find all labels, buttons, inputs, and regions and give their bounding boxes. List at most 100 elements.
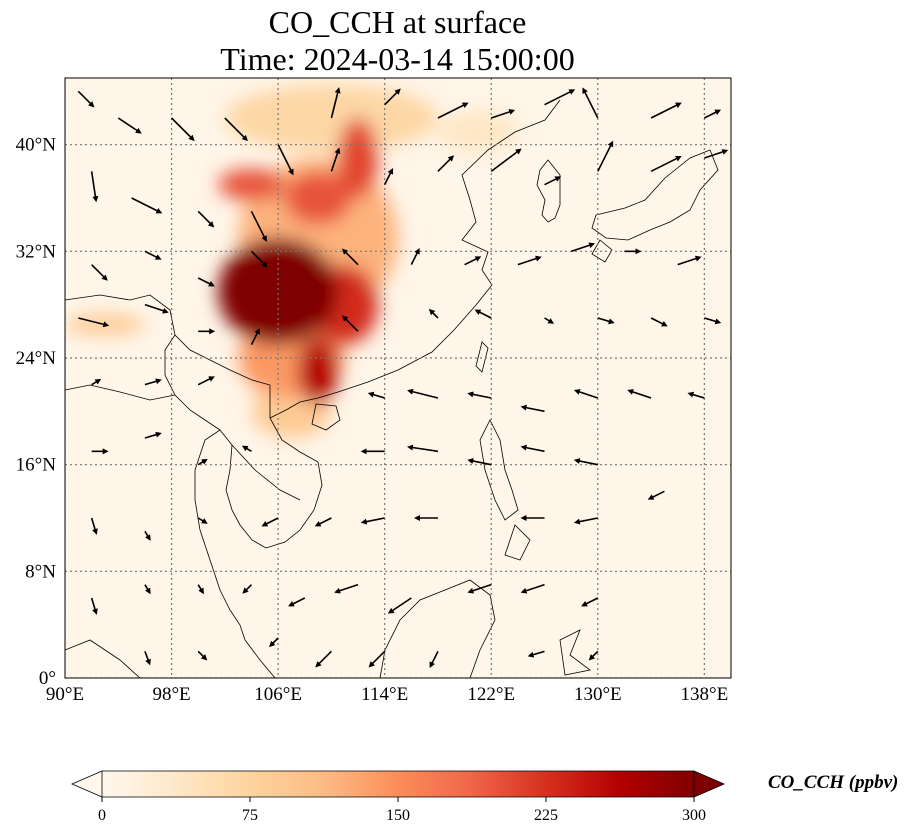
wind-arrow (467, 391, 492, 399)
wind-arrow (490, 148, 522, 172)
wind-arrow (334, 583, 359, 594)
wind-arrow (144, 530, 151, 541)
colorbar-tick-label: 300 (682, 807, 706, 824)
wind-arrow (570, 242, 596, 253)
wind-arrow (90, 171, 99, 203)
wind-arrow (687, 391, 705, 399)
lat-tick-label: 16°N (16, 455, 57, 476)
lat-tick-label: 8°N (25, 561, 56, 582)
wind-arrow (90, 597, 98, 615)
colorbar-tick-label: 150 (386, 807, 410, 824)
longitude-tick-labels: 90°E 98°E 106°E 114°E 122°E 130°E 138°E (46, 684, 728, 705)
colorbar-label: CO_CCH (ppbv) (768, 772, 898, 793)
wind-arrow (144, 584, 151, 595)
wind-arrow (277, 144, 294, 176)
wind-arrow (383, 167, 394, 186)
wind-arrow (573, 458, 598, 466)
wind-arrow (704, 109, 722, 119)
wind-arrow (170, 117, 195, 142)
concentration-blob (224, 84, 438, 152)
wind-arrow (268, 637, 279, 648)
map-title-line2: Time: 2024-03-14 15:00:00 (220, 41, 575, 77)
map-title-line1: CO_CCH at surface (268, 4, 527, 40)
wind-arrow (437, 155, 455, 172)
wind-arrow (360, 517, 385, 525)
wind-arrow (517, 255, 542, 266)
wind-arrow (588, 650, 599, 661)
wind-arrow (315, 650, 332, 668)
colorbar-tick-label: 0 (98, 807, 106, 824)
wind-arrow (367, 391, 385, 399)
wind-arrow (677, 255, 702, 266)
wind-arrow (197, 277, 215, 287)
wind-arrow (78, 317, 110, 328)
colorbar-ticks: 0 75 150 225 300 (98, 797, 706, 824)
wind-arrow (341, 315, 359, 332)
lon-tick-label: 90°E (46, 684, 84, 705)
wind-arrow (520, 404, 545, 413)
wind-arrow (250, 327, 260, 346)
concentration-blob (437, 111, 518, 152)
wind-arrow (197, 210, 215, 228)
wind-arrow (650, 102, 682, 119)
lat-tick-label: 24°N (16, 348, 57, 369)
colorbar-extend-low (70, 770, 103, 798)
wind-arrow (490, 109, 516, 119)
wind-arrow (91, 264, 108, 281)
concentration-blob (218, 238, 339, 345)
wind-arrow (117, 117, 142, 134)
wind-arrow (704, 149, 729, 159)
lon-tick-label: 106°E (254, 684, 302, 705)
wind-arrow (250, 250, 268, 268)
wind-arrow (428, 308, 439, 319)
wind-arrow (597, 140, 614, 172)
wind-arrow (407, 388, 439, 399)
wind-arrow (467, 583, 492, 594)
wind-arrow (197, 584, 204, 595)
wind-arrow (474, 309, 492, 319)
lon-tick-label: 122°E (467, 684, 515, 705)
wind-arrow (464, 256, 482, 266)
wind-arrow (241, 445, 252, 453)
wind-arrow (384, 88, 401, 106)
wind-arrow (330, 147, 341, 172)
wind-arrow (544, 176, 562, 186)
wind-arrow (527, 650, 545, 658)
lon-tick-label: 114°E (361, 684, 408, 705)
wind-arrow (650, 317, 668, 327)
colorbar: 0 75 150 225 300 CO_CCH (ppbv) (70, 770, 898, 824)
wind-arrow (627, 389, 652, 399)
wind-arrow (197, 517, 208, 524)
wind-arrow (573, 389, 599, 399)
lon-tick-label: 138°E (681, 684, 729, 705)
wind-arrow (261, 517, 279, 527)
wind-arrow (144, 651, 151, 666)
lat-tick-label: 40°N (16, 135, 57, 156)
wind-arrow (437, 102, 469, 119)
lat-tick-label: 32°N (16, 241, 57, 262)
concentration-blob (338, 118, 379, 198)
concentration-blob (298, 338, 339, 405)
lon-tick-label: 98°E (152, 684, 190, 705)
wind-arrow (250, 210, 267, 243)
wind-arrow (330, 87, 341, 119)
wind-arrow (544, 89, 576, 106)
wind-arrow (406, 444, 439, 453)
coastlines-borders (65, 99, 719, 678)
map-frame (64, 77, 732, 679)
wind-arrow (131, 197, 163, 214)
wind-arrow (144, 250, 162, 260)
latitude-tick-labels: 0° 8°N 16°N 24°N 32°N 40°N (16, 135, 57, 689)
wind-arrow (288, 597, 306, 607)
wind-arrow (91, 378, 102, 386)
wind-arrow (197, 458, 208, 466)
wind-arrow (467, 458, 492, 466)
colorbar-extend-high (693, 770, 726, 798)
wind-arrow (144, 378, 162, 386)
wind-arrow (144, 303, 169, 314)
wind-arrow (197, 376, 215, 386)
wind-arrow (242, 584, 253, 594)
colorbar-tick-label: 225 (534, 807, 558, 824)
wind-arrow (704, 317, 722, 325)
